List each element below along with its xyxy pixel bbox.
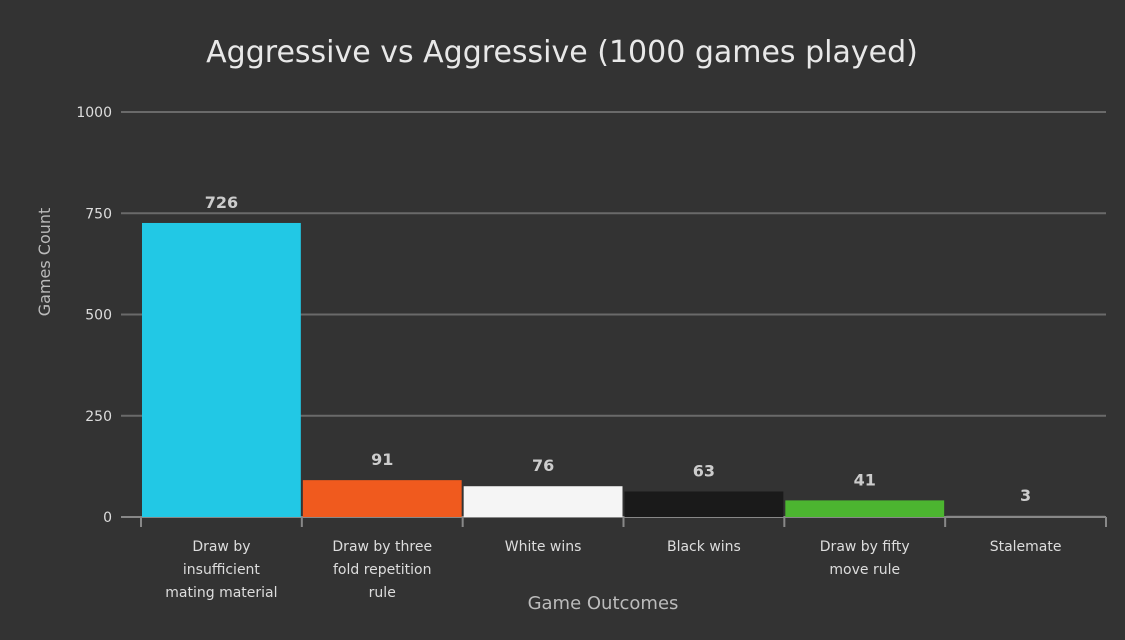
data-label: 76 xyxy=(532,456,554,475)
data-label: 41 xyxy=(854,470,876,489)
x-tick-label: Draw by fifty xyxy=(820,539,910,555)
data-label: 726 xyxy=(205,193,238,212)
x-tick-label: move rule xyxy=(829,562,900,578)
x-tick-label: mating material xyxy=(165,585,277,601)
x-tick-label: Stalemate xyxy=(990,539,1062,555)
bar xyxy=(946,515,1105,517)
chart-title: Aggressive vs Aggressive (1000 games pla… xyxy=(206,35,918,70)
y-tick-label: 0 xyxy=(103,510,112,526)
x-tick-label: Draw by three xyxy=(332,539,432,555)
bar xyxy=(142,222,301,517)
x-tick-label: Black wins xyxy=(667,539,741,555)
y-axis-label: Games Count xyxy=(35,208,54,317)
x-tick-label: White wins xyxy=(505,539,582,555)
bar xyxy=(463,486,623,517)
x-tick-label: insufficient xyxy=(183,562,261,578)
data-label: 91 xyxy=(371,450,393,469)
x-tick-label: fold repetition xyxy=(333,562,431,578)
bar xyxy=(785,500,945,517)
x-tick-label: rule xyxy=(369,585,396,601)
x-axis-label: Game Outcomes xyxy=(528,593,679,614)
x-tick-label: Draw by xyxy=(192,539,250,555)
data-label: 3 xyxy=(1020,486,1031,505)
bar xyxy=(624,491,784,517)
bar xyxy=(302,480,462,517)
data-label: 63 xyxy=(693,461,715,480)
y-tick-label: 1000 xyxy=(76,105,112,121)
y-tick-label: 750 xyxy=(85,206,112,222)
y-tick-label: 500 xyxy=(85,308,112,324)
y-tick-label: 250 xyxy=(85,409,112,425)
